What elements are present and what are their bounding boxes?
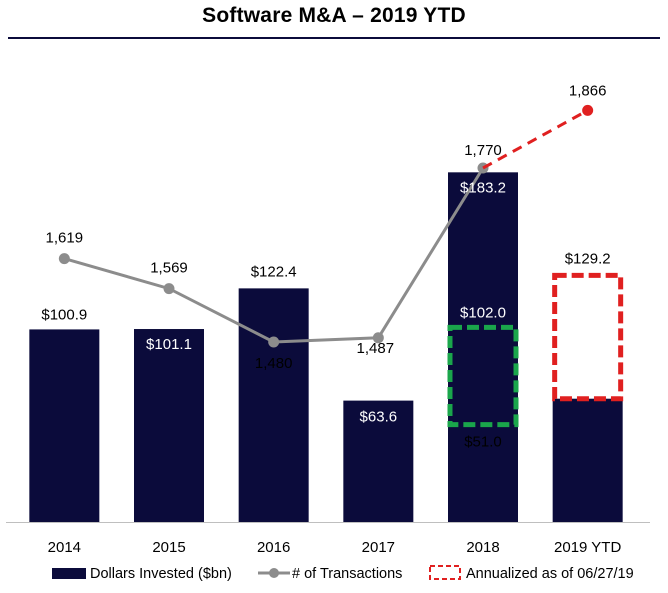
x-tick-label: 2014: [48, 539, 81, 556]
transactions-point: [372, 332, 384, 344]
annualized-dollars-label: $129.2: [565, 250, 611, 267]
x-tick-label: 2019 YTD: [554, 539, 621, 556]
green-box-top-label: $102.0: [460, 304, 506, 321]
bar-2015: [134, 329, 204, 522]
legend-label-transactions: # of Transactions: [292, 566, 402, 582]
bar-value-label: $64.6: [569, 378, 607, 395]
legend-swatch-dollars: [52, 568, 86, 579]
transactions-value-label: 1,770: [464, 142, 502, 159]
title-divider: [8, 37, 660, 39]
bar-value-label: $122.4: [251, 263, 297, 280]
legend-label-annualized: Annualized as of 06/27/19: [466, 566, 634, 582]
transactions-value-label: 1,487: [357, 340, 395, 357]
x-tick-label: 2017: [362, 539, 395, 556]
red-dashed-box: [552, 272, 624, 402]
chart-title: Software M&A – 2019 YTD: [202, 4, 466, 27]
green-box-bottom-label: $51.0: [464, 434, 502, 451]
annualized-transactions-point: [582, 104, 594, 116]
bar-value-label: $183.2: [460, 179, 506, 196]
bar-2014: [29, 329, 100, 522]
transactions-point: [268, 336, 280, 348]
x-tick-label: 2016: [257, 539, 290, 556]
bar-value-label: $101.1: [146, 336, 192, 353]
legend-swatch-annualized: [429, 565, 461, 580]
x-tick-label: 2015: [152, 539, 185, 556]
green-dashed-box: [447, 324, 519, 428]
x-tick-label: 2018: [466, 539, 499, 556]
annualized-transactions-label: 1,866: [569, 82, 607, 99]
legend-marker-transactions: [269, 568, 279, 578]
legend-label-dollars: Dollars Invested ($bn): [90, 566, 232, 582]
transactions-point: [58, 253, 70, 265]
bar-2016: [238, 288, 309, 522]
transactions-value-label: 1,619: [46, 230, 84, 247]
bar-2019-ytd: [552, 398, 623, 522]
transactions-point: [163, 283, 175, 295]
transactions-value-label: 1,480: [255, 355, 293, 372]
bar-2017: [343, 400, 414, 522]
bar-value-label: $63.6: [360, 409, 398, 426]
bar-2018: [448, 172, 518, 522]
annualized-transactions-line: [482, 109, 589, 170]
transactions-value-label: 1,569: [150, 260, 188, 277]
bar-value-label: $100.9: [41, 306, 87, 323]
